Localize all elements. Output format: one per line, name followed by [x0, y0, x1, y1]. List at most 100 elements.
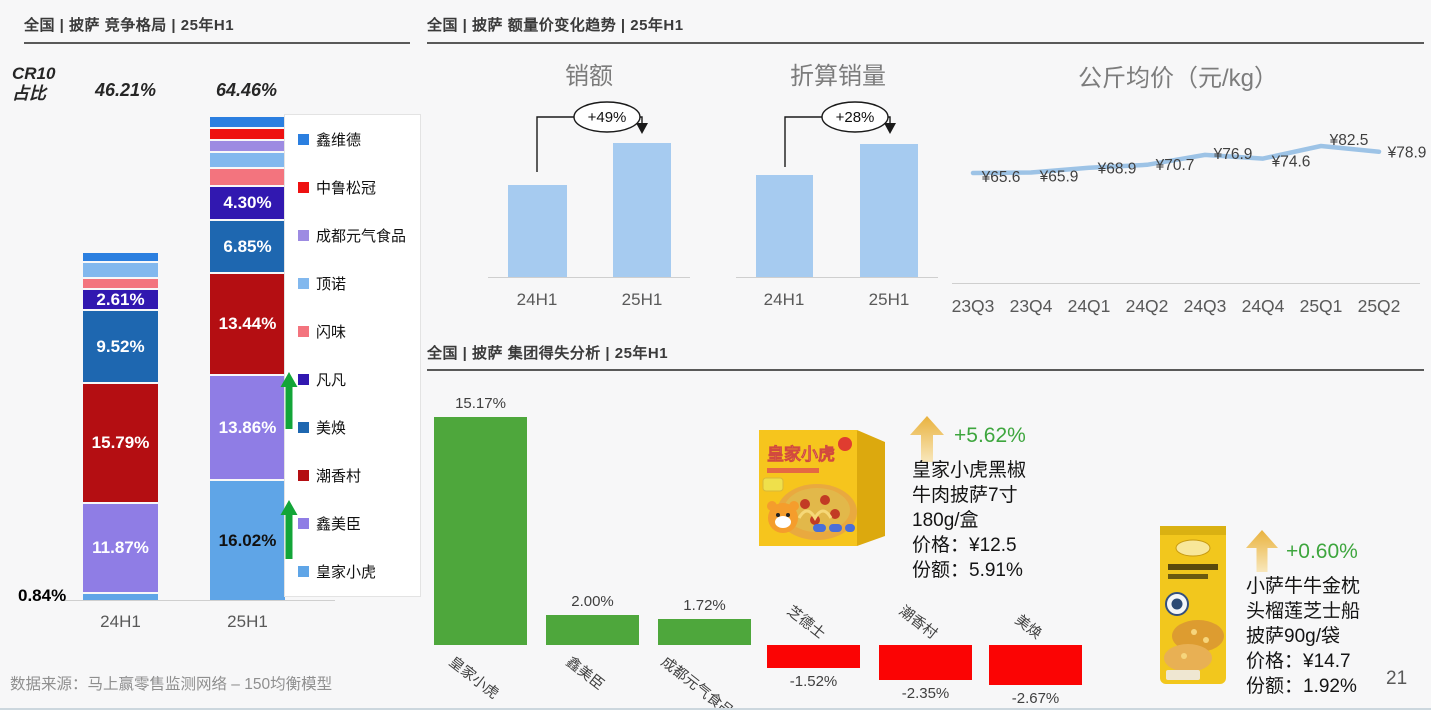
x-tick-24Q2: 24Q2: [1125, 296, 1169, 316]
bar-segment-成都元气食品: [210, 141, 285, 151]
legend-label: 成都元气食品: [316, 227, 407, 245]
product-price: 价格：¥14.7: [1246, 651, 1351, 672]
bar-segment-美焕: 9.52%: [83, 311, 158, 382]
legend-label: 顶诺: [316, 275, 347, 293]
legend-item-皇家小虎: 皇家小虎: [298, 561, 420, 582]
chart-title-sales-volume: 折算销量: [790, 63, 886, 90]
legend-swatch-icon: [298, 133, 309, 145]
gainloss-bar-芝德士: [767, 645, 860, 668]
legend-swatch-icon: [298, 518, 309, 530]
product-description: 小萨牛牛金枕 头榴莲芝士船 披萨90g/袋 价格：¥14.7 份额：1.92%: [1246, 574, 1360, 699]
gainloss-bar-美焕: [989, 645, 1082, 685]
sales_volume-bar-24H1: [756, 175, 813, 277]
legend-label: 潮香村: [316, 468, 362, 486]
bar-segment-鑫维德: [83, 253, 158, 261]
product-name-lines: 小萨牛牛金枕 头榴莲芝士船 披萨90g/袋: [1246, 574, 1360, 649]
product-name-line: 皇家小虎黑椒: [912, 460, 1027, 481]
legend-label: 闪味: [316, 323, 347, 341]
bar-segment-皇家小虎: 16.02%: [210, 481, 285, 600]
gainloss-bar-成都元气食品: [658, 619, 751, 645]
cr10-value-25h1: 64.46%: [216, 80, 278, 100]
legend-swatch-icon: [298, 325, 309, 337]
share-change-label: +0.60%: [1286, 540, 1358, 563]
smallest-segment-label: 0.84%: [18, 586, 67, 605]
legend-label: 皇家小虎: [316, 564, 377, 582]
stacked-bar-24h1: 2.61% 9.52% 15.79% 11.87%: [83, 253, 158, 600]
bar-segment-皇家小虎: [83, 594, 158, 600]
x-axis-line: [488, 277, 690, 278]
legend-swatch-icon: [298, 566, 309, 578]
legend-label: 鑫维德: [316, 131, 362, 149]
legend-item-鑫维德: 鑫维德: [298, 129, 420, 150]
section-title-competition: 全国 | 披萨 竞争格局 | 25年H1: [24, 17, 235, 34]
legend-swatch-icon: [298, 229, 309, 241]
stacked-bar-25h1: 4.30% 6.85% 13.44% 13.86% 16.02%: [210, 117, 285, 600]
product-name-line: 头榴莲芝士船: [1246, 601, 1361, 622]
x-label: 25H1: [868, 290, 910, 309]
legend-label: 中鲁松冠: [316, 179, 377, 197]
gold-up-arrow-icon: [1246, 530, 1278, 572]
x-label: 24H1: [763, 290, 805, 309]
price-point-label: ¥76.9: [1213, 146, 1253, 163]
legend-swatch-icon: [298, 277, 309, 289]
cr10-value-24h1: 46.21%: [95, 80, 157, 100]
legend-item-闪味: 闪味: [298, 321, 420, 342]
price-point-label: ¥78.9: [1387, 145, 1427, 162]
header-divider: [427, 42, 1424, 44]
x-label: 24H1: [516, 290, 558, 309]
price-point-label: ¥65.9: [1039, 169, 1079, 186]
sales_volume-bar-25H1: [860, 144, 918, 277]
legend-label: 鑫美臣: [316, 516, 362, 534]
bar-segment-美焕: 6.85%: [210, 221, 285, 272]
sales_value-bar-25H1: [613, 143, 671, 277]
bar-segment-闪味: [83, 279, 158, 288]
gainloss-value-label: 2.00%: [571, 593, 614, 610]
bar-segment-顶诺: [210, 153, 285, 167]
volume-growth-label: +28%: [836, 109, 875, 126]
gainloss-category-label: 潮香村: [896, 603, 941, 643]
bar-segment-鑫美臣: 13.86%: [210, 376, 285, 479]
bar-segment-凡凡: 4.30%: [210, 187, 285, 219]
product-name-line: 180g/盒: [912, 510, 979, 531]
growth-up-arrow-icon: [280, 500, 298, 559]
legend-item-中鲁松冠: 中鲁松冠: [298, 177, 420, 198]
price-point-label: ¥70.7: [1155, 157, 1195, 174]
data-source-note: 数据来源：马上赢零售监测网络 – 150均衡模型: [10, 676, 333, 693]
section-title-gainloss: 全国 | 披萨 集团得失分析 | 25年H1: [427, 345, 669, 362]
chart-title-sales-value: 销额: [565, 63, 613, 90]
x-tick-24Q4: 24Q4: [1241, 296, 1285, 316]
cr10-label-line1: CR10: [12, 64, 56, 83]
product-name-line: 小萨牛牛金枕: [1246, 576, 1361, 597]
product-share: 份额：5.91%: [912, 560, 1023, 581]
price-point-label: ¥68.9: [1097, 161, 1137, 178]
gainloss-value-label: 15.17%: [455, 395, 506, 412]
sales-growth-label: +49%: [588, 109, 627, 126]
product-name-line: 牛肉披萨7寸: [912, 485, 1018, 506]
gainloss-value-label: -2.35%: [901, 685, 950, 702]
price-point-label: ¥74.6: [1271, 154, 1311, 171]
price-point-label: ¥82.5: [1329, 132, 1369, 149]
product-price: 价格：¥12.5: [912, 535, 1017, 556]
arrow-down-icon: [636, 123, 648, 134]
x-label-25h1: 25H1: [227, 612, 268, 631]
gainloss-bar-潮香村: [879, 645, 972, 680]
x-tick-25Q1: 25Q1: [1299, 296, 1343, 316]
bar-segment-顶诺: [83, 263, 158, 277]
bar-segment-鑫美臣: 11.87%: [83, 504, 158, 592]
product-description: 皇家小虎黑椒 牛肉披萨7寸 180g/盒 价格：¥12.5 份额：5.91%: [912, 458, 1026, 583]
legend-item-凡凡: 凡凡: [298, 369, 420, 390]
legend-item-潮香村: 潮香村: [298, 465, 420, 486]
x-axis-line: [63, 600, 335, 601]
bar-segment-潮香村: 13.44%: [210, 274, 285, 374]
x-tick-24Q3: 24Q3: [1183, 296, 1227, 316]
legend-item-鑫美臣: 鑫美臣: [298, 513, 420, 534]
x-tick-23Q3: 23Q3: [951, 296, 995, 316]
page-number: 21: [1386, 668, 1408, 689]
x-axis-line: [736, 277, 938, 278]
product-photo-durian-cheese-pizza-bag: [1160, 526, 1226, 684]
x-tick-23Q4: 23Q4: [1009, 296, 1053, 316]
product-photo-royal-tiger-pizza-box: 皇家小虎: [759, 430, 885, 546]
legend-label: 凡凡: [316, 372, 347, 390]
legend-swatch-icon: [298, 470, 309, 482]
